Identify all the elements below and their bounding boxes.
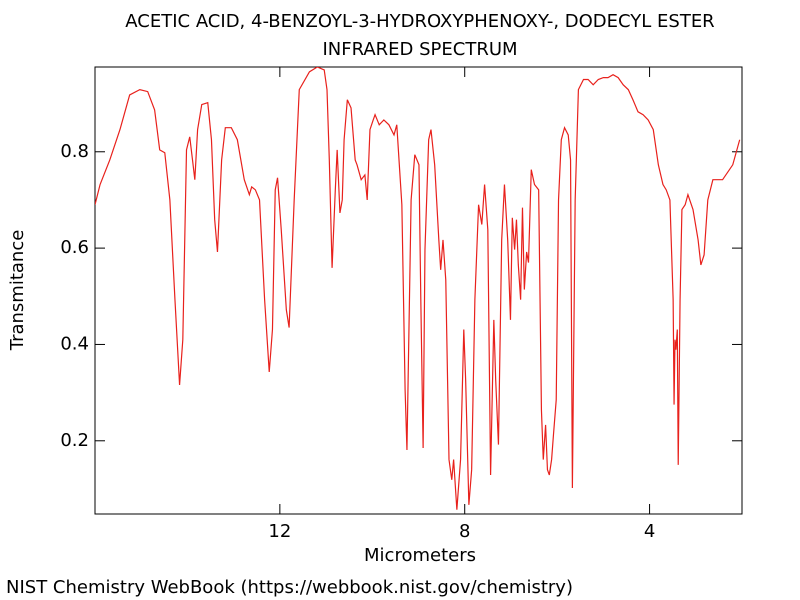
- y-tick-label: 0.6: [60, 237, 89, 258]
- x-tick-label: 8: [459, 521, 470, 542]
- x-tick-label: 4: [644, 521, 655, 542]
- spectrum-line: [95, 67, 741, 510]
- y-tick-label: 0.2: [60, 430, 89, 451]
- y-axis-label: Transmitance: [7, 230, 28, 352]
- chart-title: ACETIC ACID, 4-BENZOYL-3-HYDROXYPHENOXY-…: [125, 11, 714, 32]
- y-tick-label: 0.8: [60, 141, 89, 162]
- chart-subtitle: INFRARED SPECTRUM: [322, 39, 517, 60]
- source-note: NIST Chemistry WebBook (https://webbook.…: [6, 577, 573, 598]
- x-axis-label: Micrometers: [364, 545, 476, 566]
- y-tick-label: 0.4: [60, 333, 89, 354]
- plot-frame: [94, 66, 743, 515]
- x-tick-label: 12: [268, 521, 291, 542]
